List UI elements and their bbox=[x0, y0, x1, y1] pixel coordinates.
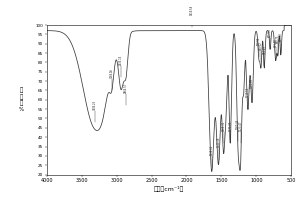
Text: 960.90: 960.90 bbox=[257, 36, 261, 45]
Text: 884.29: 884.29 bbox=[262, 45, 266, 54]
Text: 1638.52: 1638.52 bbox=[210, 145, 214, 155]
Text: 1119.55: 1119.55 bbox=[246, 87, 250, 97]
Text: 1371.25: 1371.25 bbox=[228, 120, 232, 131]
X-axis label: 波数（cm⁻¹）: 波数（cm⁻¹） bbox=[154, 186, 184, 192]
Text: 1919.58: 1919.58 bbox=[190, 4, 194, 15]
Text: 1468.31: 1468.31 bbox=[222, 120, 226, 131]
Text: 2864.57: 2864.57 bbox=[124, 83, 128, 93]
Text: 1223.47: 1223.47 bbox=[239, 120, 243, 131]
Y-axis label: 透
过
率
%: 透 过 率 % bbox=[19, 88, 24, 112]
Text: 690.75: 690.75 bbox=[276, 34, 280, 43]
Text: 1060.98: 1060.98 bbox=[250, 78, 254, 88]
Text: 931.52: 931.52 bbox=[259, 41, 263, 50]
Text: 1260.44: 1260.44 bbox=[236, 119, 240, 129]
Text: 3306.25: 3306.25 bbox=[93, 100, 97, 110]
Text: 721.40: 721.40 bbox=[274, 38, 278, 47]
Text: 3069.06: 3069.06 bbox=[110, 68, 114, 78]
Text: 648.23: 648.23 bbox=[279, 32, 283, 41]
Text: 801.53: 801.53 bbox=[268, 28, 272, 37]
Text: 1540.38: 1540.38 bbox=[217, 137, 220, 147]
Text: 2935.15: 2935.15 bbox=[119, 55, 123, 65]
